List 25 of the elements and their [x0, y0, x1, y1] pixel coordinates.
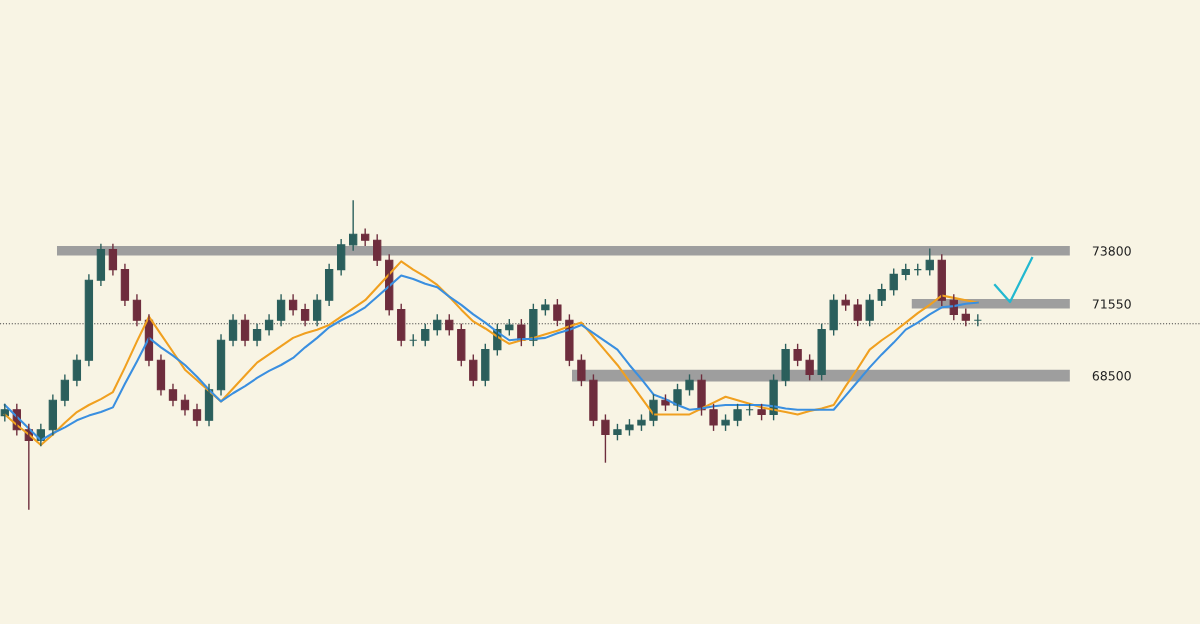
candlestick: [445, 313, 454, 337]
candlestick: [817, 323, 826, 381]
candlestick: [553, 298, 562, 327]
candlestick: [781, 343, 790, 387]
candlestick: [457, 323, 466, 367]
candlestick: [853, 298, 862, 327]
candlestick: [829, 293, 838, 337]
y-tick-label: 68500: [1092, 371, 1131, 381]
y-tick-label: 71550: [1092, 299, 1131, 309]
candlestick: [601, 413, 610, 464]
candlestick: [805, 353, 814, 381]
candlestick: [433, 313, 442, 337]
candlestick: [673, 383, 682, 412]
candlestick: [709, 403, 718, 432]
candlestick: [889, 267, 898, 297]
candlestick: [469, 353, 478, 387]
candlestick: [685, 373, 694, 397]
candlestick: [481, 343, 490, 387]
candlestick: [865, 293, 874, 327]
candlestick: [577, 353, 586, 387]
candlestick: [877, 283, 886, 307]
candlestick: [793, 343, 802, 367]
candlestick: [733, 403, 742, 427]
candlestick: [589, 373, 598, 427]
y-tick-label: 73800: [1092, 246, 1131, 256]
